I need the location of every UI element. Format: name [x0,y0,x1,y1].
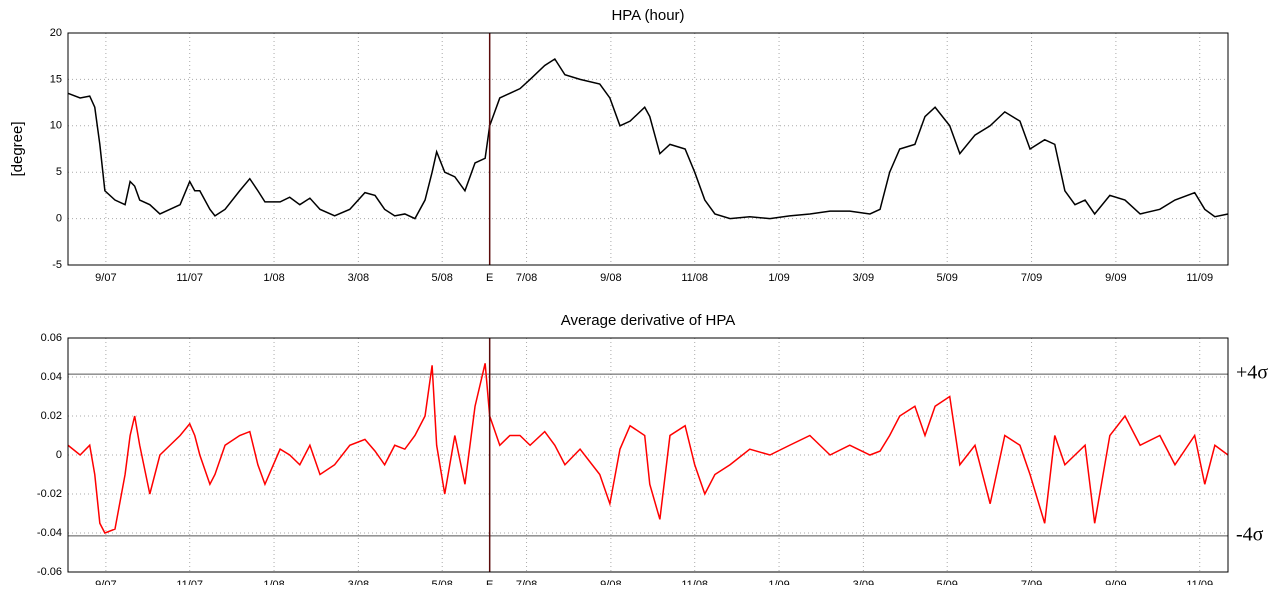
y-tick-label: 0 [56,449,62,461]
x-tick-label: 5/08 [431,579,452,585]
x-tick-label: 9/08 [600,579,621,585]
x-tick-label: 1/09 [768,272,789,284]
y-axis-label: [degree] [9,121,26,176]
x-tick-label: 9/07 [95,272,116,284]
plot-frame [67,32,1229,266]
y-tick-label: -0.04 [37,527,62,539]
y-tick-label: 5 [56,166,62,178]
chart-title: Average derivative of HPA [561,312,736,329]
x-tick-label: 3/09 [853,272,874,284]
plot-frame [67,337,1229,573]
x-tick-label: 5/09 [937,272,958,284]
chart-title: HPA (hour) [611,7,684,24]
x-tick-label: 9/08 [600,272,621,284]
x-tick-label: 9/09 [1105,272,1126,284]
x-tick-label: 9/07 [95,579,116,585]
x-tick-label: 1/08 [263,579,284,585]
x-tick-label: 11/09 [1186,579,1213,585]
x-tick-label: 7/08 [516,579,537,585]
x-tick-label: 11/08 [681,272,708,284]
x-tick-label: 7/08 [516,272,537,284]
x-tick-label: 5/09 [937,579,958,585]
x-tick-label: 3/09 [853,579,874,585]
x-tick-label: 1/08 [263,272,284,284]
x-tick-label: 7/09 [1021,579,1042,585]
x-tick-label: 3/08 [348,272,369,284]
data-line [67,363,1229,534]
x-tick-label: 9/09 [1105,579,1126,585]
y-tick-label: 0.02 [41,410,62,422]
y-tick-label: 20 [50,27,62,39]
x-tick-label: 11/07 [176,579,203,585]
x-tick-label: 11/09 [1186,272,1213,284]
x-tick-label: 11/08 [681,579,708,585]
y-tick-label: -0.06 [37,566,62,578]
x-tick-label: 3/08 [348,579,369,585]
y-tick-label: 10 [50,120,62,132]
event-label: E [486,272,493,284]
x-tick-label: 5/08 [431,272,452,284]
y-tick-label: 0.04 [41,371,62,383]
y-tick-label: 15 [50,73,62,85]
data-line [67,57,1229,220]
y-tick-label: 0 [56,213,62,225]
x-tick-label: 1/09 [768,579,789,585]
y-tick-label: 0.06 [41,332,62,344]
threshold-label: -4σ [1236,524,1264,546]
x-tick-label: 11/07 [176,272,203,284]
threshold-label: +4σ [1236,362,1268,384]
y-tick-label: -5 [52,259,62,271]
x-tick-label: 7/09 [1021,272,1042,284]
event-label: E [486,579,493,585]
y-tick-label: -0.02 [37,488,62,500]
